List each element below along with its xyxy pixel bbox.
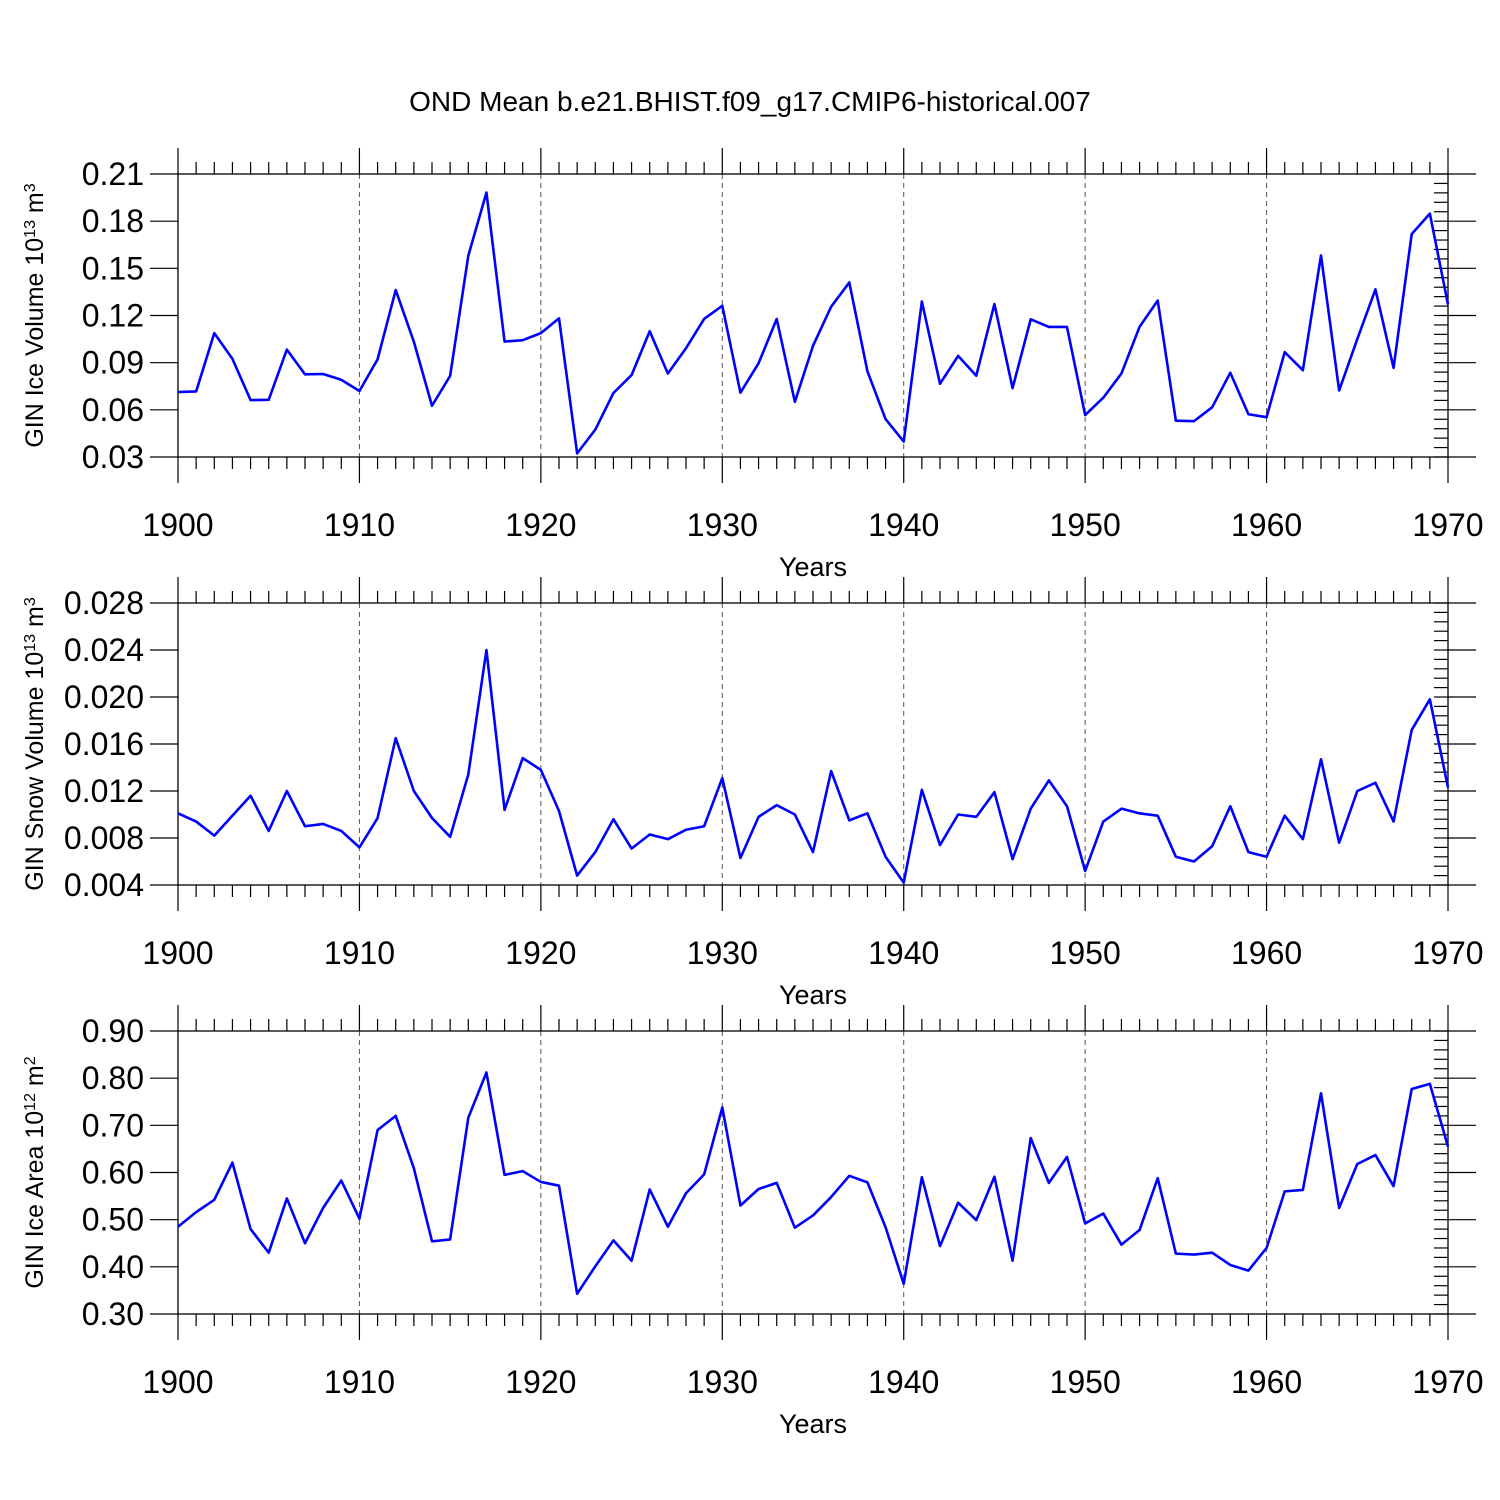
y-axis-title-text: m <box>21 1065 49 1093</box>
y-axis-title-text: GIN Ice Volume 10 <box>21 238 49 448</box>
x-tick-label: 1940 <box>868 1364 939 1400</box>
x-axis-title: Years <box>779 980 847 1010</box>
y-tick-label: 0.012 <box>64 773 144 809</box>
x-tick-label: 1930 <box>687 1364 758 1400</box>
y-axis-title-superscript: 2 <box>22 1056 39 1065</box>
y-axis-title-superscript: 12 <box>22 1093 39 1111</box>
x-tick-label: 1930 <box>687 507 758 543</box>
y-axis-title-superscript: 13 <box>22 634 39 652</box>
y-tick-label: 0.06 <box>82 392 144 428</box>
x-tick-label: 1940 <box>868 507 939 543</box>
panel-1: 0.03 0.06 0.09 0.12 0.15 0.18 0.21 1900 1910 1920… <box>21 148 1484 582</box>
panel-3: 0.30 0.40 0.50 0.60 0.70 0.80 0.90 1900 1910 1920… <box>21 1005 1484 1439</box>
y-tick-label: 0.004 <box>64 867 144 903</box>
x-tick-label: 1910 <box>324 507 395 543</box>
x-tick-label: 1970 <box>1412 1364 1483 1400</box>
y-tick-label: 0.15 <box>82 250 144 286</box>
y-tick-label: 0.024 <box>64 632 144 668</box>
series-line <box>177 648 1450 884</box>
y-axis-title-superscript: 3 <box>22 597 39 606</box>
x-tick-label: 1920 <box>505 1364 576 1400</box>
x-axis-title: Years <box>779 1409 847 1439</box>
y-tick-label: 0.70 <box>82 1107 144 1143</box>
x-tick-label: 1970 <box>1412 507 1483 543</box>
y-axis-title-superscript: 3 <box>22 183 39 192</box>
y-tick-label: 0.09 <box>82 345 144 381</box>
x-tick-label: 1950 <box>1050 507 1121 543</box>
y-axis-title-text: m <box>21 606 49 634</box>
y-tick-label: 0.50 <box>82 1202 144 1238</box>
plot-frame <box>177 173 1449 458</box>
x-tick-label: 1910 <box>324 935 395 971</box>
x-tick-label: 1950 <box>1050 935 1121 971</box>
x-tick-label: 1910 <box>324 1364 395 1400</box>
y-tick-label: 0.028 <box>64 585 144 621</box>
figure-title: OND Mean b.e21.BHIST.f09_g17.CMIP6-histo… <box>409 86 1091 117</box>
y-axis-title-text: GIN Snow Volume 10 <box>21 652 49 891</box>
y-axis-title-text: GIN Ice Area 10 <box>21 1111 49 1289</box>
y-axis-title: GIN Ice Volume 1013 m3 <box>21 183 49 447</box>
y-axis-title-text: m <box>21 192 49 220</box>
y-tick-label: 0.020 <box>64 679 144 715</box>
y-tick-label: 0.80 <box>82 1060 144 1096</box>
x-tick-label: 1900 <box>142 507 213 543</box>
panel-2: 0.004 0.008 0.012 0.016 0.020 0.024 0.028 1900 1… <box>21 577 1484 1010</box>
y-tick-label: 0.12 <box>82 298 144 334</box>
x-tick-label: 1900 <box>142 935 213 971</box>
y-tick-label: 0.18 <box>82 203 144 239</box>
x-tick-label: 1960 <box>1231 507 1302 543</box>
x-tick-label: 1920 <box>505 507 576 543</box>
x-tick-label: 1900 <box>142 1364 213 1400</box>
y-tick-label: 0.90 <box>82 1013 144 1049</box>
y-axis-title: GIN Ice Area 1012 m2 <box>21 1056 49 1288</box>
y-axis-title-superscript: 13 <box>22 220 39 238</box>
x-tick-label: 1920 <box>505 935 576 971</box>
y-tick-label: 0.60 <box>82 1155 144 1191</box>
x-tick-label: 1970 <box>1412 935 1483 971</box>
y-tick-label: 0.30 <box>82 1296 144 1332</box>
y-axis-title: GIN Snow Volume 1013 m3 <box>21 597 49 891</box>
y-tick-label: 0.016 <box>64 726 144 762</box>
x-tick-label: 1940 <box>868 935 939 971</box>
series-line <box>177 191 1450 455</box>
x-axis-title: Years <box>779 552 847 582</box>
x-tick-label: 1950 <box>1050 1364 1121 1400</box>
plot-frame <box>177 1030 1449 1315</box>
y-tick-label: 0.21 <box>82 156 144 192</box>
plot-frame <box>177 602 1449 886</box>
y-tick-label: 0.008 <box>64 820 144 856</box>
y-tick-label: 0.03 <box>82 439 144 475</box>
x-tick-label: 1960 <box>1231 935 1302 971</box>
series-line <box>177 1071 1450 1296</box>
y-tick-label: 0.40 <box>82 1249 144 1285</box>
x-tick-label: 1930 <box>687 935 758 971</box>
x-tick-label: 1960 <box>1231 1364 1302 1400</box>
